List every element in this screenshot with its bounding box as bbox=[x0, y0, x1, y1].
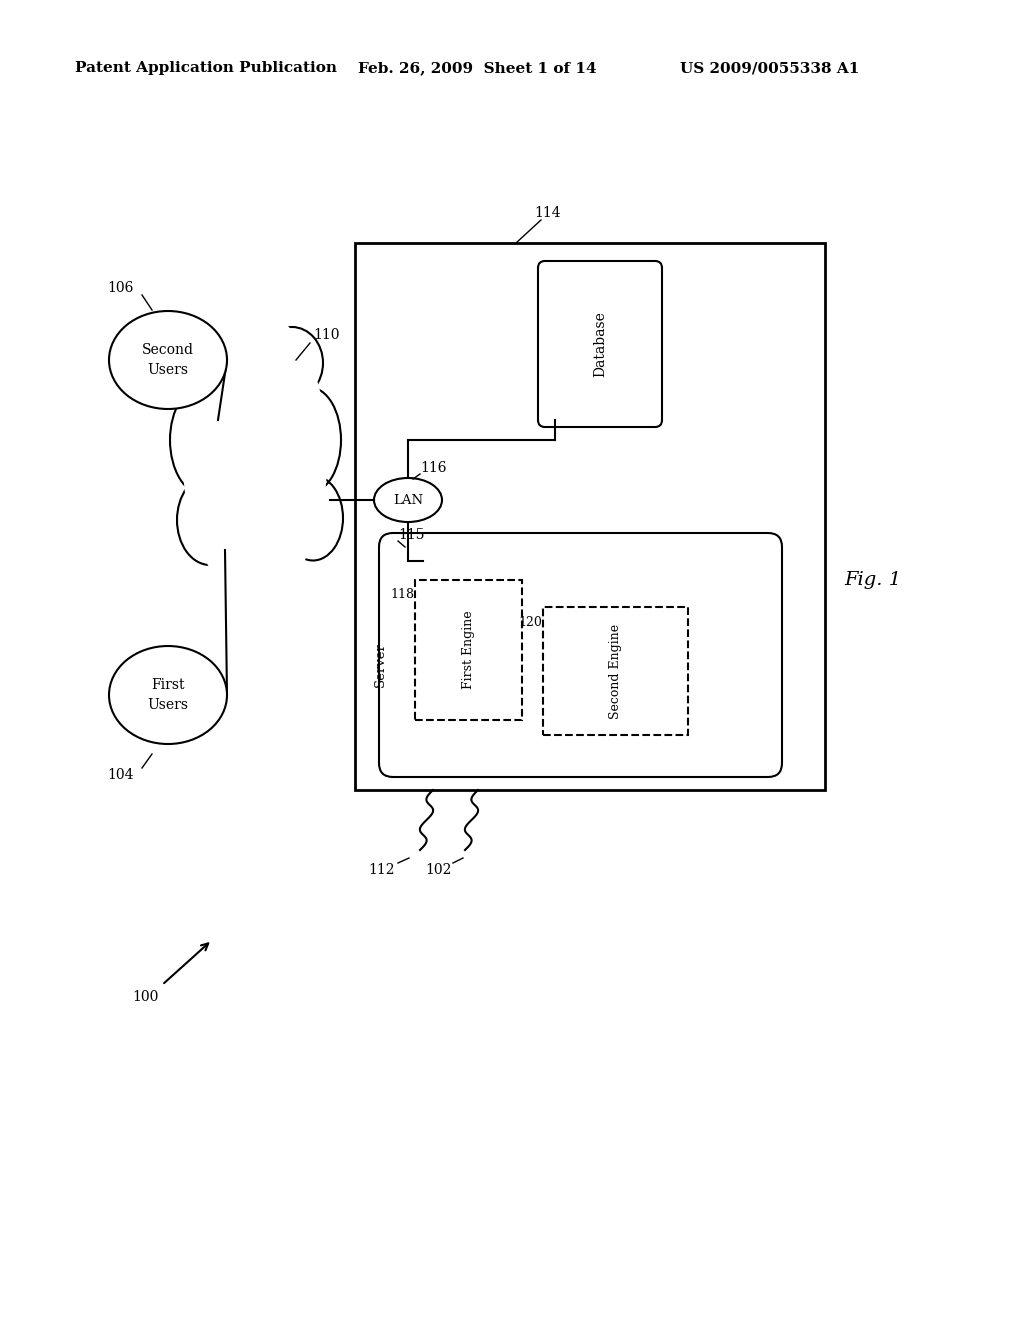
Text: Feb. 26, 2009  Sheet 1 of 14: Feb. 26, 2009 Sheet 1 of 14 bbox=[358, 61, 597, 75]
Text: 116: 116 bbox=[420, 461, 446, 475]
Ellipse shape bbox=[250, 450, 330, 570]
Text: Fig. 1: Fig. 1 bbox=[845, 572, 901, 589]
Ellipse shape bbox=[175, 450, 255, 570]
Ellipse shape bbox=[109, 312, 227, 409]
Text: First
Users: First Users bbox=[147, 678, 188, 711]
FancyBboxPatch shape bbox=[379, 533, 782, 777]
Ellipse shape bbox=[170, 395, 250, 525]
Ellipse shape bbox=[260, 366, 340, 465]
Text: 114: 114 bbox=[535, 206, 561, 220]
Ellipse shape bbox=[374, 478, 442, 521]
Text: 112: 112 bbox=[369, 863, 395, 876]
Ellipse shape bbox=[251, 325, 336, 425]
Text: 120: 120 bbox=[518, 615, 542, 628]
Ellipse shape bbox=[182, 310, 328, 601]
Text: LAN: LAN bbox=[393, 494, 423, 507]
Text: 100: 100 bbox=[132, 990, 158, 1005]
Text: 110: 110 bbox=[313, 327, 340, 342]
FancyBboxPatch shape bbox=[543, 607, 688, 735]
Text: Patent Application Publication: Patent Application Publication bbox=[75, 61, 337, 75]
Ellipse shape bbox=[205, 330, 305, 450]
Text: Server: Server bbox=[374, 643, 387, 688]
Ellipse shape bbox=[195, 335, 315, 585]
Ellipse shape bbox=[260, 389, 340, 520]
Ellipse shape bbox=[109, 645, 227, 744]
Ellipse shape bbox=[182, 370, 262, 470]
Text: 106: 106 bbox=[108, 281, 134, 294]
Ellipse shape bbox=[205, 490, 305, 610]
Text: 104: 104 bbox=[108, 768, 134, 781]
Text: Second
Users: Second Users bbox=[142, 343, 194, 376]
Text: 118: 118 bbox=[390, 589, 414, 602]
FancyBboxPatch shape bbox=[538, 261, 662, 426]
Text: US 2009/0055338 A1: US 2009/0055338 A1 bbox=[680, 61, 859, 75]
Text: 115: 115 bbox=[398, 528, 425, 543]
Text: 102: 102 bbox=[426, 863, 452, 876]
Text: Second Engine: Second Engine bbox=[609, 623, 622, 718]
Text: Database: Database bbox=[593, 312, 607, 378]
FancyBboxPatch shape bbox=[415, 579, 522, 719]
Text: First Engine: First Engine bbox=[462, 611, 475, 689]
Bar bbox=[355, 243, 825, 789]
